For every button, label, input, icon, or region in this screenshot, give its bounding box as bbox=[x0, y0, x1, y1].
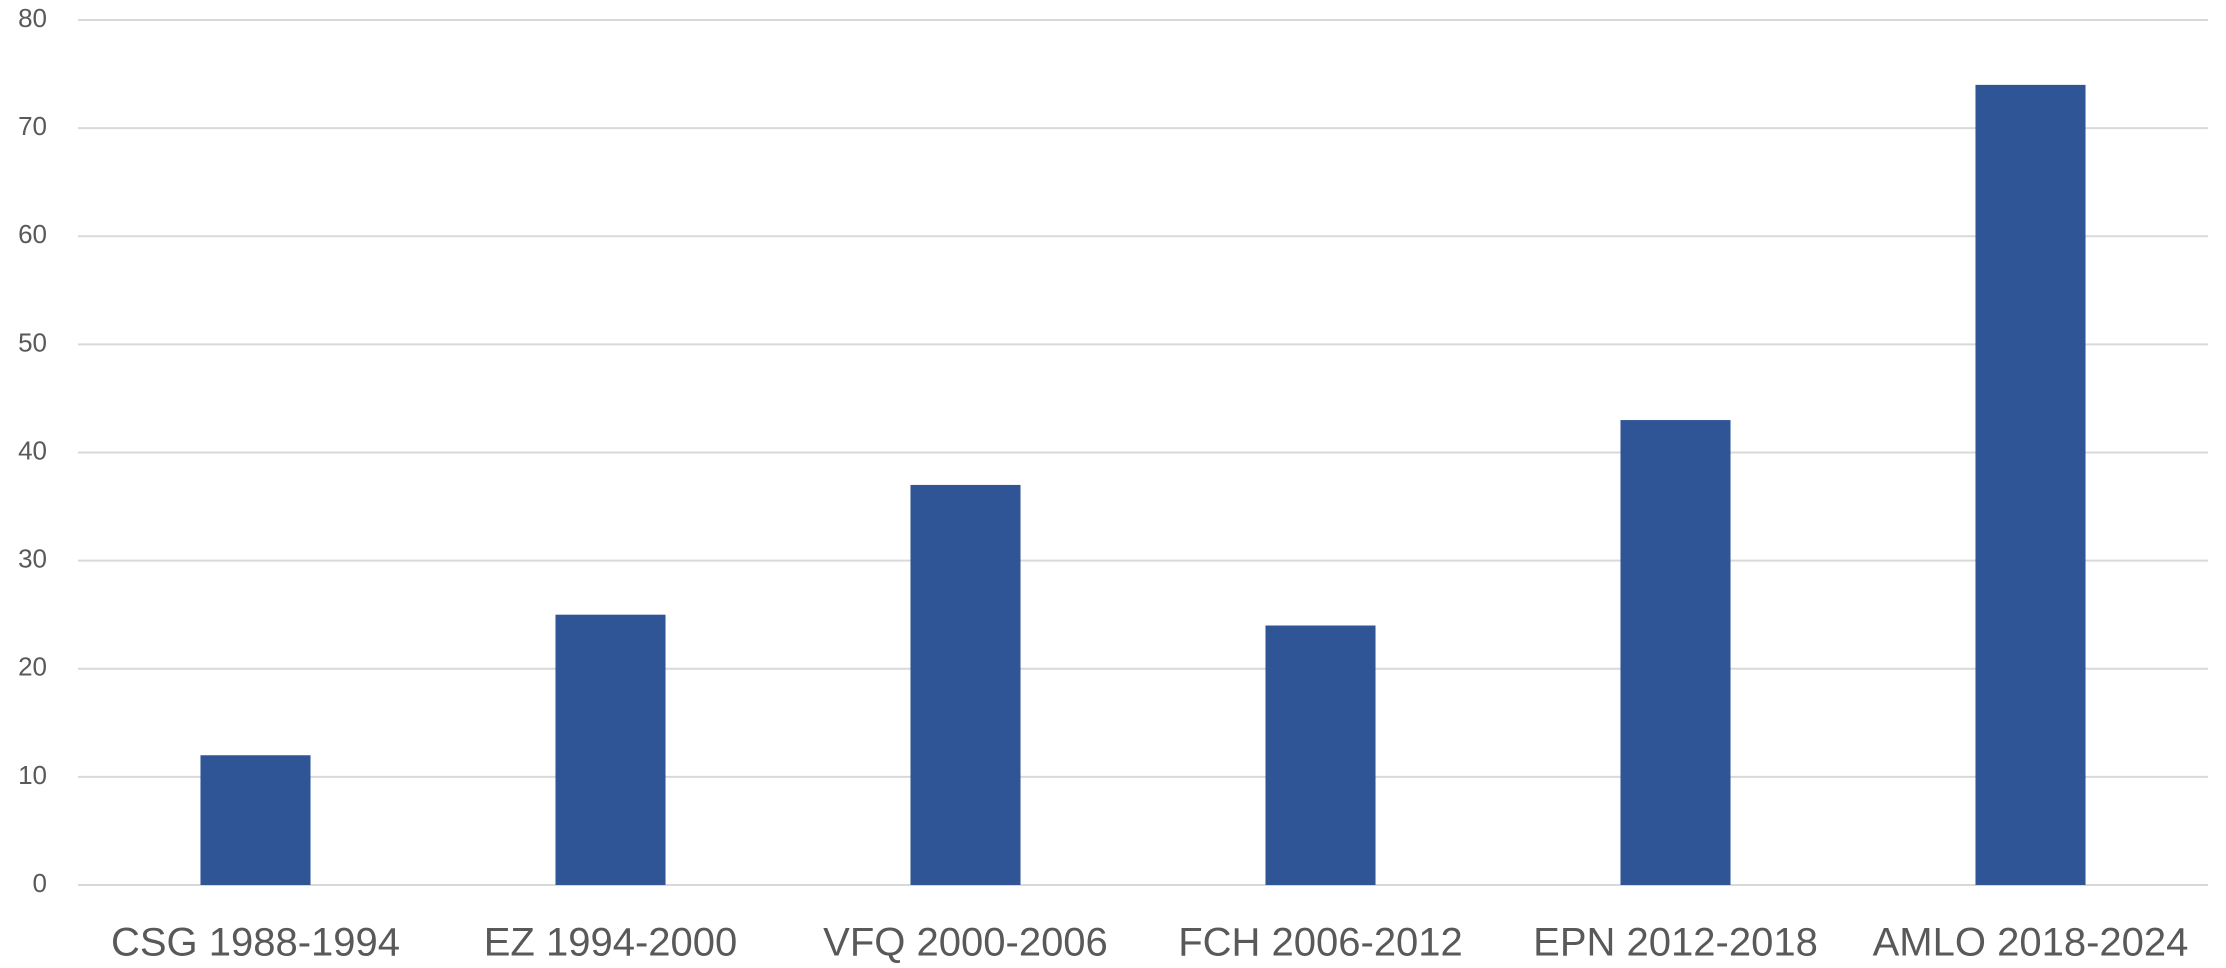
y-tick-label: 80 bbox=[18, 3, 47, 33]
x-tick-label: EZ 1994-2000 bbox=[484, 921, 738, 965]
x-tick-label: VFQ 2000-2006 bbox=[823, 921, 1108, 965]
y-tick-label: 50 bbox=[18, 327, 47, 357]
bar bbox=[200, 755, 311, 885]
x-tick-label: AMLO 2018-2024 bbox=[1873, 921, 2189, 965]
y-tick-label: 60 bbox=[18, 219, 47, 249]
y-tick-label: 40 bbox=[18, 435, 47, 465]
y-tick-label: 30 bbox=[18, 544, 47, 574]
bar bbox=[910, 484, 1021, 885]
x-tick-label: EPN 2012-2018 bbox=[1533, 921, 1818, 965]
bar bbox=[1265, 625, 1376, 885]
x-tick-label: FCH 2006-2012 bbox=[1178, 921, 1463, 965]
bar bbox=[1975, 84, 2086, 885]
y-tick-label: 20 bbox=[18, 652, 47, 682]
y-tick-label: 10 bbox=[18, 760, 47, 790]
x-tick-label: CSG 1988-1994 bbox=[111, 921, 400, 965]
y-tick-label: 0 bbox=[33, 868, 47, 898]
bar bbox=[1620, 420, 1731, 885]
bar bbox=[555, 614, 666, 885]
y-tick-label: 70 bbox=[18, 111, 47, 141]
